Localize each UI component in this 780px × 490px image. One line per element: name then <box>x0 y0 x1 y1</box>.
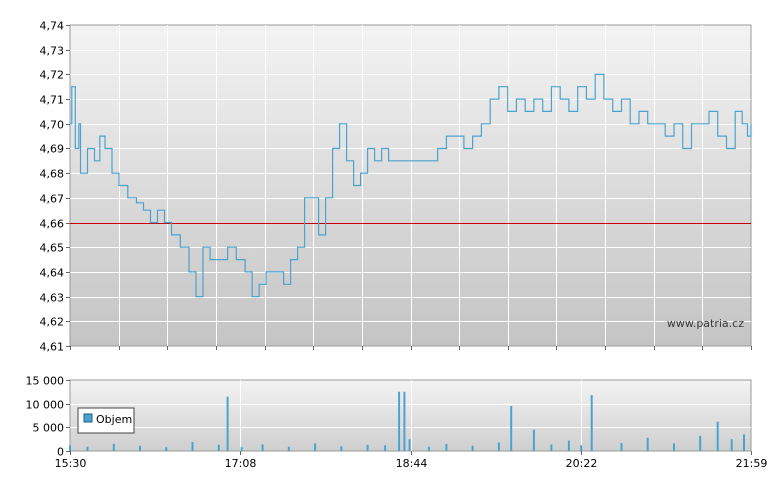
volume-bar <box>550 444 553 451</box>
price-y-tick-label: 4,74 <box>40 20 65 33</box>
price-y-axis: 4,61 4,62 4,63 4,64 4,65 4,66 4,67 4,68 4,69 4,70… <box>40 20 70 354</box>
price-y-tick-label: 4,68 <box>40 168 65 181</box>
legend-label-objem: Objem <box>96 413 132 426</box>
price-x-axis <box>70 346 752 350</box>
volume-series <box>69 391 745 451</box>
volume-bar <box>112 443 115 451</box>
volume-bar <box>191 442 194 451</box>
legend: Objem <box>77 407 135 434</box>
volume-bar <box>445 443 448 451</box>
price-y-tick-label: 4,71 <box>40 94 65 107</box>
volume-y-axis: 0 5 000 10 000 15 000 <box>26 375 70 459</box>
volume-bar <box>743 434 745 451</box>
price-grid <box>70 25 751 346</box>
watermark: www.patria.cz <box>667 317 744 330</box>
price-y-tick-label: 4,73 <box>40 45 65 58</box>
volume-bar <box>139 445 141 451</box>
volume-bar <box>673 443 675 451</box>
legend-swatch-objem <box>83 413 93 423</box>
volume-bar <box>403 391 406 451</box>
volume-bar <box>226 396 229 451</box>
volume-bar <box>398 391 401 451</box>
volume-bar <box>240 447 243 451</box>
x-tick-label: 20:22 <box>566 457 598 470</box>
volume-bar <box>86 446 89 451</box>
price-y-tick-label: 4,63 <box>40 292 65 305</box>
x-tick-label: 15:30 <box>55 457 87 470</box>
volume-bar <box>497 442 500 451</box>
price-y-tick-label: 4,62 <box>40 316 65 329</box>
volume-x-axis: 15:30 17:08 18:44 20:22 21:59 <box>55 451 768 470</box>
volume-bar <box>730 439 733 451</box>
price-y-tick-label: 4,61 <box>40 341 65 354</box>
x-tick-label: 17:08 <box>225 457 257 470</box>
x-tick-label: 21:59 <box>736 457 768 470</box>
volume-bar <box>510 406 513 451</box>
price-series <box>70 73 752 298</box>
price-plot-area <box>69 24 752 347</box>
price-y-tick-label: 4,65 <box>40 242 65 255</box>
volume-bar <box>217 444 220 451</box>
volume-bar <box>287 446 290 451</box>
price-y-tick-label: 4,66 <box>40 218 65 231</box>
volume-bar <box>69 445 71 451</box>
volume-grid <box>70 380 751 451</box>
price-y-tick-label: 4,67 <box>40 193 65 206</box>
volume-bar <box>532 429 535 451</box>
x-tick-label: 18:44 <box>396 457 428 470</box>
volume-y-tick-label: 15 000 <box>26 375 65 388</box>
volume-bar <box>590 395 593 451</box>
price-y-tick-label: 4,72 <box>40 69 65 82</box>
volume-bar <box>567 440 570 451</box>
volume-bar <box>699 435 702 451</box>
volume-bar <box>340 446 343 451</box>
volume-bar <box>471 445 474 451</box>
price-y-tick-label: 4,70 <box>40 119 65 132</box>
volume-y-tick-label: 10 000 <box>26 399 65 412</box>
volume-bar <box>646 437 649 451</box>
volume-y-tick-label: 5 000 <box>33 422 65 435</box>
volume-bar <box>314 443 317 451</box>
price-y-tick-label: 4,64 <box>40 267 65 280</box>
volume-bar <box>165 447 168 451</box>
volume-bar <box>427 446 430 451</box>
volume-bar <box>408 439 411 451</box>
price-y-tick-label: 4,69 <box>40 143 65 156</box>
volume-bar <box>384 445 387 451</box>
volume-plot-area <box>69 379 752 452</box>
volume-bar <box>716 421 719 451</box>
volume-bar <box>366 444 369 451</box>
volume-y-tick-label: 0 <box>57 446 64 459</box>
volume-bar <box>580 445 583 451</box>
volume-bar <box>261 444 264 451</box>
volume-bar <box>620 443 623 451</box>
price-series-line <box>70 73 752 298</box>
